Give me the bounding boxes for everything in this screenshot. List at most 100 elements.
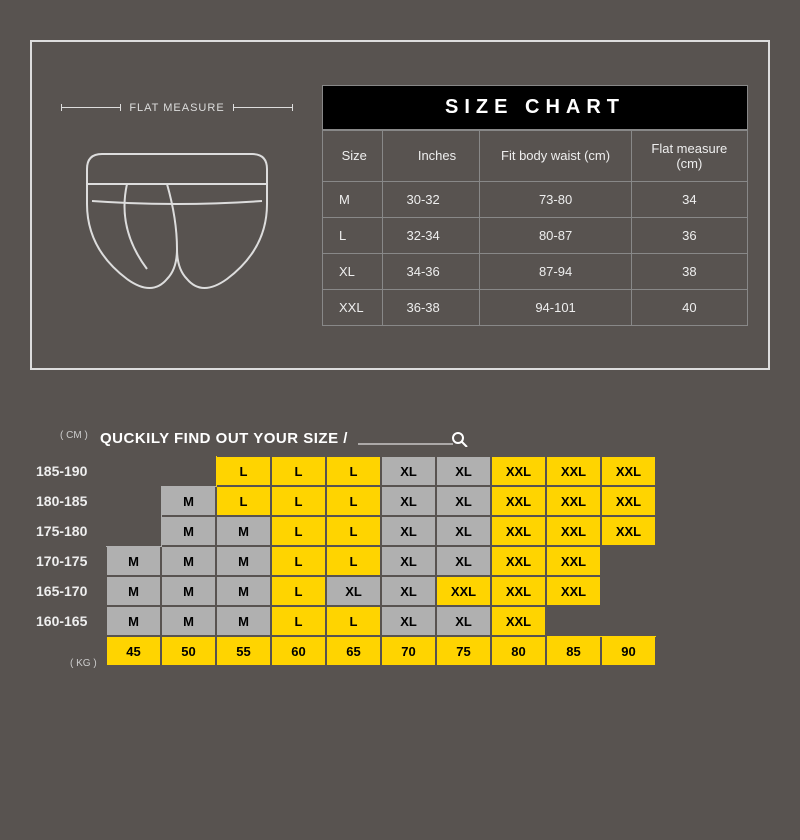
brief-outline-icon <box>67 129 287 309</box>
col-header-size: Size <box>323 130 383 181</box>
weight-label: 45 <box>106 636 161 666</box>
grid-cell: M <box>106 546 161 576</box>
diagram-section: FLAT MEASURE <box>52 102 302 309</box>
cell-size: XXL <box>323 289 383 325</box>
grid-cell: M <box>161 516 216 546</box>
weight-label: 70 <box>381 636 436 666</box>
grid-cell: L <box>271 546 326 576</box>
cell-size: L <box>323 217 383 253</box>
grid-cell: XL <box>326 576 381 606</box>
grid-cell: L <box>271 576 326 606</box>
grid-cell: XL <box>381 546 436 576</box>
grid-cell <box>601 546 656 576</box>
search-icon <box>358 431 468 447</box>
grid-row: 185-190LLLXLXLXXLXXLXXL <box>30 456 656 486</box>
cell-inches: 36-38 <box>382 289 480 325</box>
grid-cell <box>601 606 656 636</box>
weight-label: 85 <box>546 636 601 666</box>
grid-cell: XL <box>436 546 491 576</box>
grid-row: 160-165MMMLLXLXLXXL <box>30 606 656 636</box>
grid-cell: XXL <box>491 606 546 636</box>
table-row: XXL36-3894-10140 <box>323 289 748 325</box>
grid-cell: XL <box>381 576 436 606</box>
grid-cell: XXL <box>436 576 491 606</box>
height-label: 170-175 <box>30 546 106 576</box>
grid-cell: M <box>161 606 216 636</box>
grid-cell: XL <box>381 456 436 486</box>
col-header-inches: Inches <box>382 130 480 181</box>
grid-cell: XL <box>381 486 436 516</box>
grid-row: 170-175MMMLLXLXLXXLXXL <box>30 546 656 576</box>
grid-cell: L <box>326 456 381 486</box>
cell-flat: 34 <box>631 181 747 217</box>
grid-cell: M <box>216 576 271 606</box>
cell-flat: 40 <box>631 289 747 325</box>
grid-cell: M <box>216 606 271 636</box>
grid-cell: M <box>106 576 161 606</box>
grid-cell: XXL <box>491 576 546 606</box>
quick-find-title: QUCKILY FIND OUT YOUR SIZE / <box>100 430 348 447</box>
height-label: 160-165 <box>30 606 106 636</box>
size-chart-title: SIZE CHART <box>322 85 748 130</box>
grid-cell: L <box>271 486 326 516</box>
grid-cell: M <box>106 606 161 636</box>
grid-cell <box>546 606 601 636</box>
height-label: 165-170 <box>30 576 106 606</box>
grid-cell: L <box>216 456 271 486</box>
grid-cell <box>161 456 216 486</box>
weight-label: 90 <box>601 636 656 666</box>
grid-cell: L <box>271 606 326 636</box>
col-header-waist: Fit body waist (cm) <box>480 130 631 181</box>
grid-cell: M <box>161 486 216 516</box>
grid-row: 165-170MMMLXLXLXXLXXLXXL <box>30 576 656 606</box>
grid-cell: L <box>216 486 271 516</box>
quick-find-title-row: QUCKILY FIND OUT YOUR SIZE / <box>30 430 770 447</box>
weight-label: 55 <box>216 636 271 666</box>
grid-cell: XL <box>436 486 491 516</box>
grid-cell <box>106 486 161 516</box>
grid-cell <box>106 516 161 546</box>
grid-cell: XL <box>436 606 491 636</box>
cell-waist: 87-94 <box>480 253 631 289</box>
grid-cell: XL <box>436 456 491 486</box>
grid-cell: XL <box>381 606 436 636</box>
cell-flat: 36 <box>631 217 747 253</box>
grid-cell: XXL <box>546 456 601 486</box>
quick-find-section: QUCKILY FIND OUT YOUR SIZE / ( CM ) 185-… <box>0 430 800 667</box>
grid-cell: M <box>216 516 271 546</box>
weight-row: 45505560657075808590 <box>30 636 656 666</box>
size-chart-table-section: SIZE CHART Size Inches Fit body waist (c… <box>322 85 748 326</box>
grid-cell: XXL <box>601 486 656 516</box>
grid-cell: XXL <box>601 516 656 546</box>
cell-size: M <box>323 181 383 217</box>
grid-cell: M <box>161 576 216 606</box>
cell-waist: 80-87 <box>480 217 631 253</box>
grid-cell: XXL <box>546 516 601 546</box>
weight-label: 75 <box>436 636 491 666</box>
grid-cell: XXL <box>601 456 656 486</box>
weight-label: 50 <box>161 636 216 666</box>
grid-row: 180-185MLLLXLXLXXLXXLXXL <box>30 486 656 516</box>
weight-label: 60 <box>271 636 326 666</box>
table-row: XL34-3687-9438 <box>323 253 748 289</box>
grid-cell: L <box>271 456 326 486</box>
cell-inches: 32-34 <box>382 217 480 253</box>
grid-cell: XXL <box>546 486 601 516</box>
grid-cell: L <box>326 516 381 546</box>
grid-cell: XXL <box>546 546 601 576</box>
grid-cell: XXL <box>491 516 546 546</box>
col-header-flat: Flat measure (cm) <box>631 130 747 181</box>
quick-find-grid: 185-190LLLXLXLXXLXXLXXL180-185MLLLXLXLXX… <box>30 455 657 667</box>
cell-size: XL <box>323 253 383 289</box>
grid-cell: L <box>271 516 326 546</box>
grid-cell: XXL <box>491 456 546 486</box>
height-label: 180-185 <box>30 486 106 516</box>
cell-flat: 38 <box>631 253 747 289</box>
unit-cm-label: ( CM ) <box>60 430 88 441</box>
grid-row: 175-180MMLLXLXLXXLXXLXXL <box>30 516 656 546</box>
unit-kg-label: ( KG ) <box>70 658 97 669</box>
grid-cell: M <box>161 546 216 576</box>
cell-waist: 94-101 <box>480 289 631 325</box>
cell-inches: 30-32 <box>382 181 480 217</box>
table-row: M30-3273-8034 <box>323 181 748 217</box>
